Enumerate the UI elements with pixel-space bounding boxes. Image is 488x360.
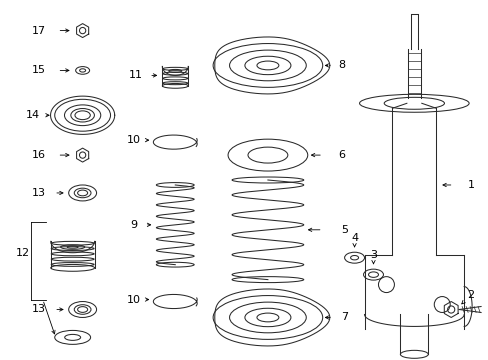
Text: 6: 6 xyxy=(337,150,345,160)
Text: 14: 14 xyxy=(26,110,40,120)
Text: 17: 17 xyxy=(32,26,46,36)
Text: 4: 4 xyxy=(350,233,357,243)
Text: 15: 15 xyxy=(32,66,46,76)
Text: 11: 11 xyxy=(128,71,142,80)
Text: 5: 5 xyxy=(341,225,347,235)
Text: 13: 13 xyxy=(32,188,46,198)
Text: 8: 8 xyxy=(337,60,345,71)
Text: 10: 10 xyxy=(126,294,140,305)
Text: 2: 2 xyxy=(467,289,474,300)
Text: 9: 9 xyxy=(130,220,137,230)
Text: 10: 10 xyxy=(126,135,140,145)
Text: 16: 16 xyxy=(32,150,46,160)
Text: 12: 12 xyxy=(16,248,30,258)
Text: 13: 13 xyxy=(32,305,46,315)
Text: 1: 1 xyxy=(467,180,474,190)
Text: 3: 3 xyxy=(369,250,376,260)
Text: 7: 7 xyxy=(340,312,347,323)
